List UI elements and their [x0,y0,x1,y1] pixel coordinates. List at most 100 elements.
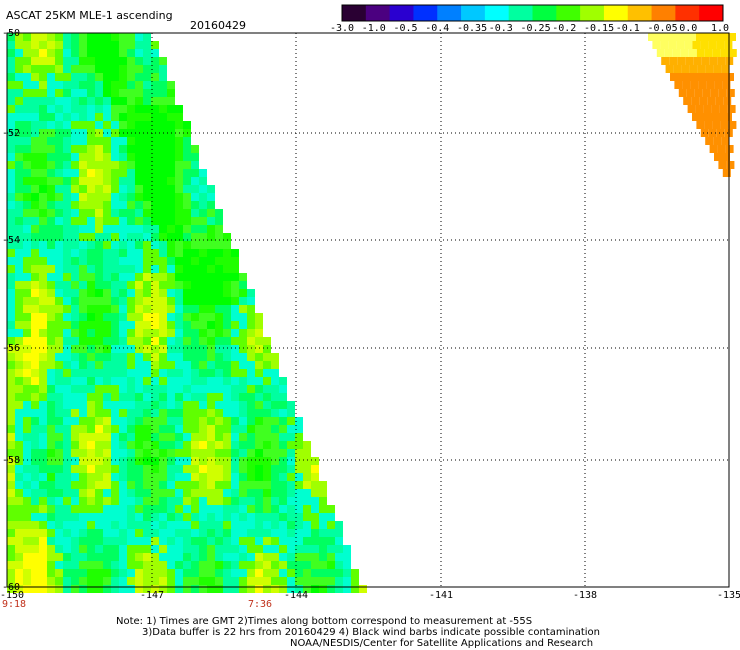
swath-cell [303,457,311,465]
swath-cell [247,465,255,473]
swath-cell [708,41,717,49]
swath-cell [263,473,271,481]
swath-cell [95,41,103,49]
swath-cell [71,201,79,209]
swath-cell [111,233,119,241]
swath-cell [87,337,95,345]
swath-cell [255,481,263,489]
swath-cell [127,57,135,65]
swath-cell [191,529,199,537]
swath-cell [207,273,215,281]
swath-cell [159,225,167,233]
swath-cell [183,401,191,409]
swath-cell [111,513,119,521]
swath-cell [31,385,39,393]
colorbar-swatch [532,5,557,21]
swath-cell [135,121,143,129]
swath-cell [271,449,279,457]
swath-cell [63,497,71,505]
swath-cell [159,489,167,497]
swath-cell [87,217,95,225]
swath-cell [664,33,672,41]
swath-cell [151,89,159,97]
swath-cell [111,449,119,457]
swath-cell [175,321,183,329]
swath-cell [159,465,167,473]
swath-cell [247,345,255,353]
swath-cell [31,513,39,521]
swath-cell [71,313,79,321]
swath-cell [47,313,55,321]
swath-cell [87,249,95,257]
swath-cell [239,569,247,577]
swath-cell [207,337,215,345]
swath-cell [63,337,71,345]
swath-cell [95,321,103,329]
swath-cell [183,217,191,225]
swath-cell [167,257,175,265]
swath-cell [135,217,143,225]
lon-tick-label: -150 [0,590,25,601]
swath-cell [119,225,127,233]
swath-cell [79,353,87,361]
swath-cell [15,257,23,265]
swath-cell [287,425,295,433]
swath-cell [127,233,135,241]
swath-cell [39,425,47,433]
swath-cell [7,537,15,545]
swath-cell [63,33,71,41]
swath-cell [127,137,135,145]
swath-cell [263,497,271,505]
swath-cell [79,65,87,73]
swath-cell [39,241,47,249]
swath-cell [119,41,127,49]
swath-cell [47,417,55,425]
swath-cell [119,201,127,209]
swath-cell [712,121,721,129]
swath-cell [143,265,151,273]
swath-cell [247,449,255,457]
swath-cell [23,185,31,193]
swath-cell [127,529,135,537]
swath-cell [199,249,207,257]
swath-cell [63,553,71,561]
swath-cell [79,177,87,185]
swath-cell [55,497,63,505]
swath-cell [87,489,95,497]
swath-cell [63,57,71,65]
swath-cell [95,89,103,97]
swath-cell [279,425,287,433]
swath-cell [183,321,191,329]
swath-cell [127,145,135,153]
swath-cell [263,425,271,433]
swath-cell [231,417,239,425]
swath-cell [111,585,119,593]
swath-cell [167,489,175,497]
swath-cell [55,297,63,305]
swath-cell [223,577,231,585]
swath-cell [7,313,15,321]
swath-cell [31,137,39,145]
swath-cell [255,457,263,465]
swath-cell [311,465,319,473]
colorbar-swatch [437,5,462,21]
swath-cell [23,489,31,497]
swath-cell [119,529,127,537]
swath-cell [63,449,71,457]
swath-cell [55,545,63,553]
swath-cell [215,585,223,593]
swath-cell [191,441,199,449]
swath-cell [39,369,47,377]
swath-cell [175,457,183,465]
grid-lines [7,33,729,587]
swath-cell [7,217,15,225]
swath-cell [279,577,287,585]
swath-cell [151,345,159,353]
swath-cell [159,553,167,561]
swath-cell [55,97,63,105]
swath-cell [103,329,111,337]
swath-cell [239,489,247,497]
swath-cell [263,529,271,537]
swath-cell [95,481,103,489]
swath-cell [159,281,167,289]
